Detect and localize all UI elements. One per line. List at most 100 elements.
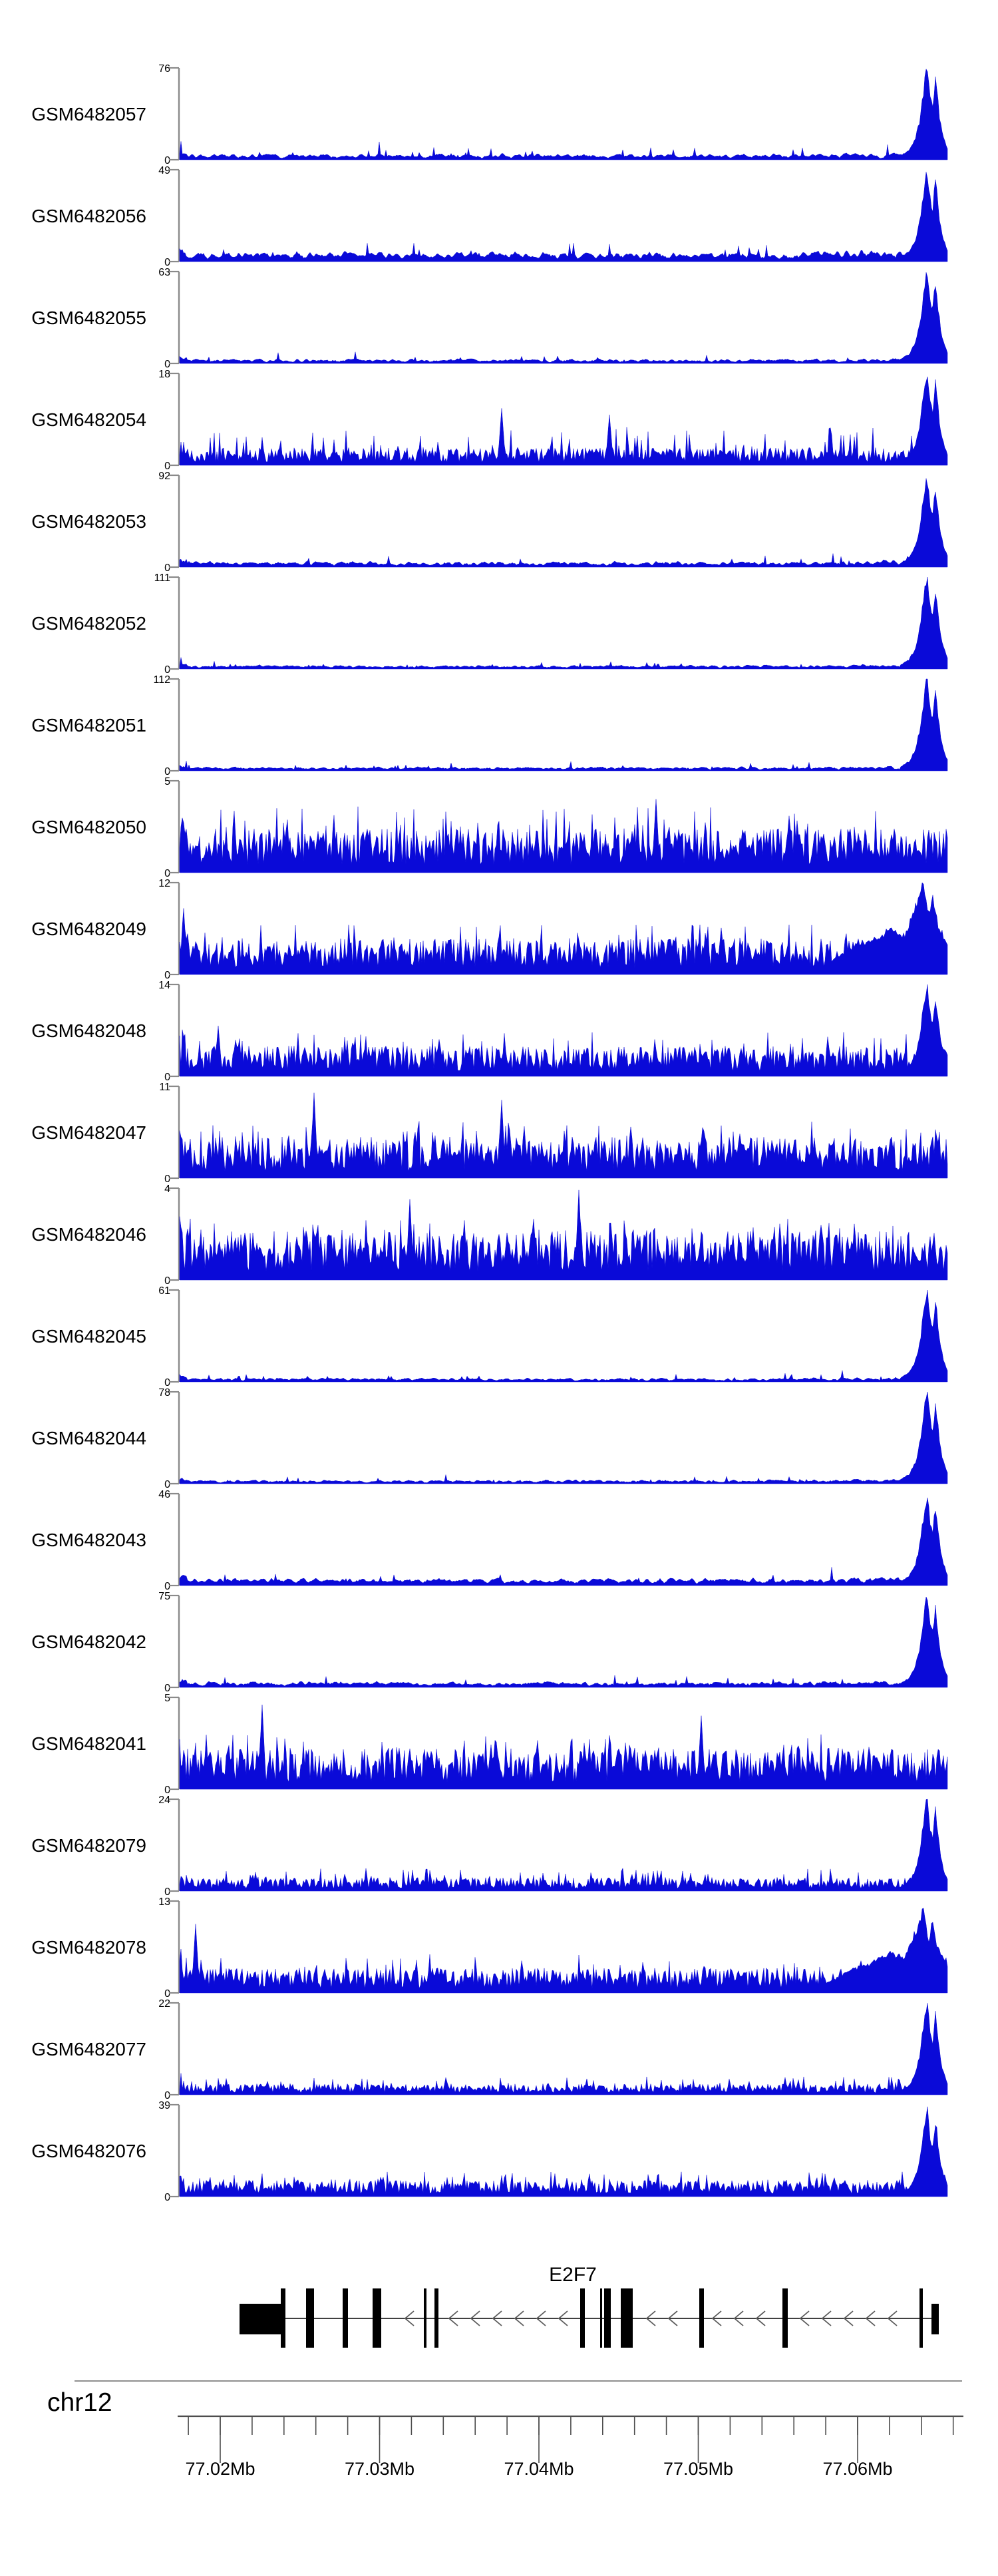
track-label: GSM6482045: [31, 1326, 146, 1347]
track-zero-label: 0: [164, 562, 170, 574]
track-ymax-label: 78: [158, 1387, 170, 1398]
coverage-signal: [179, 1596, 948, 1688]
track-zero-label: 0: [164, 1479, 170, 1490]
coverage-signal: [179, 882, 948, 975]
strand-arrow-left-icon: [470, 2310, 480, 2326]
track-label: GSM6482052: [31, 613, 146, 634]
exon-box: [604, 2288, 611, 2348]
exon-box: [281, 2288, 285, 2348]
coverage-signal: [179, 1908, 948, 1994]
ruler-tick-label: 77.06Mb: [822, 2459, 892, 2479]
track-ymax-label: 5: [164, 1693, 170, 1704]
track-row: GSM6482057 76 0: [31, 63, 948, 166]
coverage-signal: [179, 272, 948, 364]
strand-arrow-left-icon: [843, 2310, 854, 2326]
track-zero-label: 0: [164, 1988, 170, 2000]
coverage-signal: [179, 2003, 948, 2095]
track-row: GSM6482054 18 0: [31, 369, 948, 472]
track-row: GSM6482076 39 0: [31, 2100, 948, 2203]
track-row: GSM6482045 61 0: [31, 1285, 948, 1389]
track-label: GSM6482047: [31, 1122, 146, 1143]
track-row: GSM6482046 4 0: [31, 1183, 948, 1287]
track-label: GSM6482077: [31, 2039, 146, 2059]
track-ymax-label: 61: [158, 1285, 170, 1297]
track-row: GSM6482047 11 0: [31, 1082, 948, 1185]
exon-box: [343, 2288, 348, 2348]
track-row: GSM6482056 49 0: [31, 165, 948, 268]
track-zero-label: 0: [164, 664, 170, 676]
track-ymax-label: 92: [158, 471, 170, 482]
track-row: GSM6482051 112 0: [31, 674, 948, 777]
strand-arrow-left-icon: [711, 2310, 722, 2326]
strand-arrow-left-icon: [492, 2310, 502, 2326]
track-ymax-label: 112: [153, 674, 170, 686]
exon-box: [931, 2304, 939, 2334]
track-label: GSM6482046: [31, 1224, 146, 1245]
track-label: GSM6482043: [31, 1530, 146, 1550]
track-zero-label: 0: [164, 1174, 170, 1185]
strand-arrow-left-icon: [755, 2310, 766, 2326]
track-ymax-label: 5: [164, 776, 170, 787]
track-row: GSM6482044 78 0: [31, 1387, 948, 1490]
track-zero-label: 0: [164, 868, 170, 879]
track-zero-label: 0: [164, 1072, 170, 1083]
gene-name-label: E2F7: [0, 2264, 998, 2286]
strand-arrow-left-icon: [799, 2310, 810, 2326]
track-row: GSM6482077 22 0: [31, 1998, 948, 2101]
track-zero-label: 0: [164, 1377, 170, 1389]
track-ymax-label: 46: [158, 1489, 170, 1500]
track-ymax-label: 76: [158, 63, 170, 75]
track-label: GSM6482076: [31, 2141, 146, 2161]
track-label: GSM6482078: [31, 1937, 146, 1958]
track-label: GSM6482051: [31, 715, 146, 736]
strand-arrow-left-icon: [733, 2310, 744, 2326]
track-ymax-label: 63: [158, 267, 170, 278]
track-row: GSM6482053 92 0: [31, 471, 948, 574]
exon-box: [580, 2288, 585, 2348]
track-zero-label: 0: [164, 359, 170, 370]
track-label: GSM6482054: [31, 409, 146, 430]
track-label: GSM6482079: [31, 1835, 146, 1856]
track-label: GSM6482049: [31, 919, 146, 939]
track-label: GSM6482055: [31, 308, 146, 328]
track-label: GSM6482057: [31, 104, 146, 124]
track-row: GSM6482042 75 0: [31, 1591, 948, 1694]
track-zero-label: 0: [164, 1785, 170, 1796]
track-row: GSM6482048 14 0: [31, 980, 948, 1083]
coverage-signal: [179, 1189, 948, 1281]
strand-arrow-left-icon: [821, 2310, 832, 2326]
coverage-signal: [179, 172, 948, 262]
track-zero-label: 0: [164, 1581, 170, 1592]
track-ymax-label: 14: [158, 980, 170, 991]
track-ymax-label: 39: [158, 2100, 170, 2111]
gene-name-text: E2F7: [549, 2264, 597, 2286]
strand-arrow-left-icon: [667, 2310, 678, 2326]
strand-arrow-left-icon: [558, 2310, 568, 2326]
strand-arrow-left-icon: [514, 2310, 524, 2326]
track-zero-label: 0: [164, 1683, 170, 1694]
track-zero-label: 0: [164, 257, 170, 268]
strand-arrow-left-icon: [404, 2310, 415, 2326]
track-label: GSM6482042: [31, 1631, 146, 1652]
coverage-signal: [179, 1704, 948, 1790]
track-ymax-label: 111: [154, 572, 170, 584]
track-label: GSM6482056: [31, 206, 146, 226]
strand-arrow-left-icon: [448, 2310, 458, 2326]
track-zero-label: 0: [164, 155, 170, 166]
track-ymax-label: 22: [158, 1998, 170, 2010]
track-row: GSM6482079 24 0: [31, 1795, 948, 1898]
exon-box: [373, 2288, 381, 2348]
genome-ruler: 77.02Mb 77.03Mb 77.04Mb 77.05Mb 77.06Mb: [75, 2380, 963, 2479]
track-zero-label: 0: [164, 2192, 170, 2203]
exon-box: [699, 2288, 704, 2348]
coverage-signal: [179, 1092, 948, 1179]
gene-model-track: [240, 2288, 939, 2348]
track-ymax-label: 12: [158, 878, 170, 889]
track-label: GSM6482048: [31, 1020, 146, 1041]
exon-box: [919, 2288, 923, 2348]
coverage-signal: [179, 478, 948, 568]
strand-arrow-left-icon: [645, 2310, 656, 2326]
ruler-tick-label: 77.04Mb: [504, 2459, 574, 2479]
chromosome-label: chr12: [47, 2388, 112, 2417]
